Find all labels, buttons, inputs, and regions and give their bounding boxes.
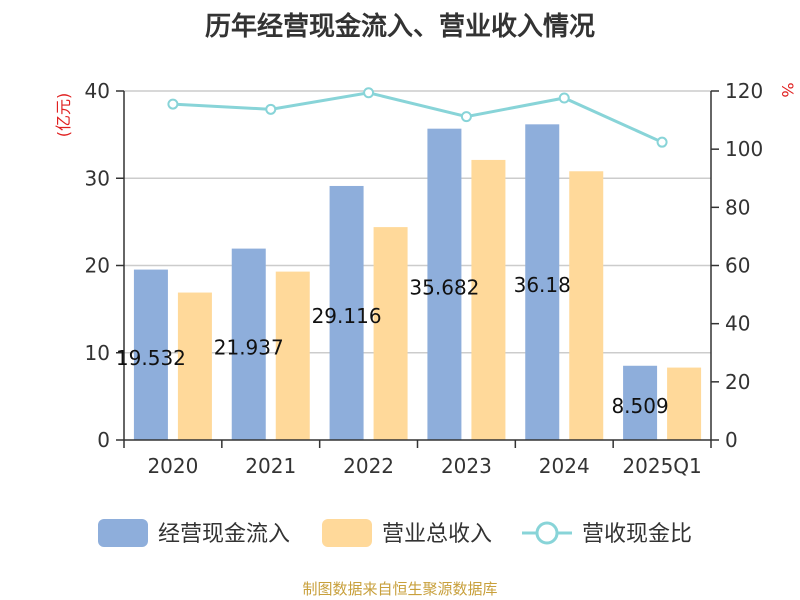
legend-swatch: [322, 519, 372, 547]
left-tick-label: 10: [85, 341, 110, 365]
bar-revenue: [373, 227, 408, 440]
left-tick-label: 30: [85, 166, 110, 190]
data-label: 19.532: [116, 346, 186, 370]
data-label: 29.116: [312, 304, 382, 328]
x-tick-label: 2024: [539, 454, 590, 478]
data-label: 36.18: [514, 273, 571, 297]
legend[interactable]: 经营现金流入 营业总收入 营收现金比: [98, 519, 692, 547]
legend-swatch: [98, 519, 148, 547]
ratio-point: [558, 92, 570, 104]
legend-label[interactable]: 经营现金流入: [158, 522, 290, 547]
x-tick-label: 2025Q1: [622, 454, 701, 478]
ratio-point: [460, 111, 472, 123]
bar-revenue: [471, 159, 506, 441]
data-label: 35.682: [409, 275, 479, 299]
ratio-line: [172, 91, 663, 144]
right-tick-label: 40: [725, 312, 750, 336]
bar-cash-inflow: [329, 185, 364, 440]
ratio-point: [656, 136, 668, 148]
axis-layer: 0 10 20 30 40 0 20 40 60 80 100 120 2020 2021 2022 2023…: [85, 79, 764, 478]
left-tick-label: 40: [85, 79, 110, 103]
right-tick-label: 20: [725, 370, 750, 394]
grid-lines: [124, 90, 711, 354]
left-tick-label: 0: [97, 428, 110, 452]
legend-marker: [535, 521, 559, 545]
ratio-point: [167, 98, 179, 110]
bar-cash-inflow: [231, 248, 266, 440]
right-tick-label: 80: [725, 195, 750, 219]
source-note: 制图数据来自恒生聚源数据库: [302, 580, 498, 598]
bar-cash-inflow: [623, 365, 658, 440]
bar-revenue: [275, 271, 310, 440]
legend-label[interactable]: 营业总收入: [382, 522, 492, 547]
right-tick-label: 120: [725, 79, 763, 103]
bar-layer: [133, 124, 702, 441]
left-tick-label: 20: [85, 254, 110, 278]
right-tick-label: 60: [725, 254, 750, 278]
left-axis-unit: (亿元): [54, 93, 73, 138]
x-tick-label: 2020: [147, 454, 198, 478]
bar-cash-inflow: [525, 124, 560, 440]
data-label-layer: 19.532 21.937 29.116 35.682 36.18 8.509: [116, 273, 669, 418]
legend-label[interactable]: 营收现金比: [582, 522, 692, 547]
x-tick-label: 2023: [441, 454, 492, 478]
right-axis-unit: %: [778, 82, 797, 97]
bar-revenue: [569, 171, 604, 440]
ratio-point: [363, 87, 375, 99]
x-tick-label: 2022: [343, 454, 394, 478]
x-tick-label: 2021: [245, 454, 296, 478]
chart-title: 历年经营现金流入、营业收入情况: [204, 12, 595, 42]
bar-revenue: [667, 367, 702, 440]
bar-cash-inflow: [133, 269, 168, 440]
data-label: 21.937: [214, 335, 284, 359]
bar-revenue: [177, 292, 212, 440]
line-layer: [167, 87, 668, 148]
right-tick-label: 0: [725, 428, 738, 452]
right-tick-label: 100: [725, 137, 763, 161]
ratio-point: [265, 103, 277, 115]
data-label: 8.509: [611, 394, 668, 418]
bar-cash-inflow: [427, 128, 462, 440]
